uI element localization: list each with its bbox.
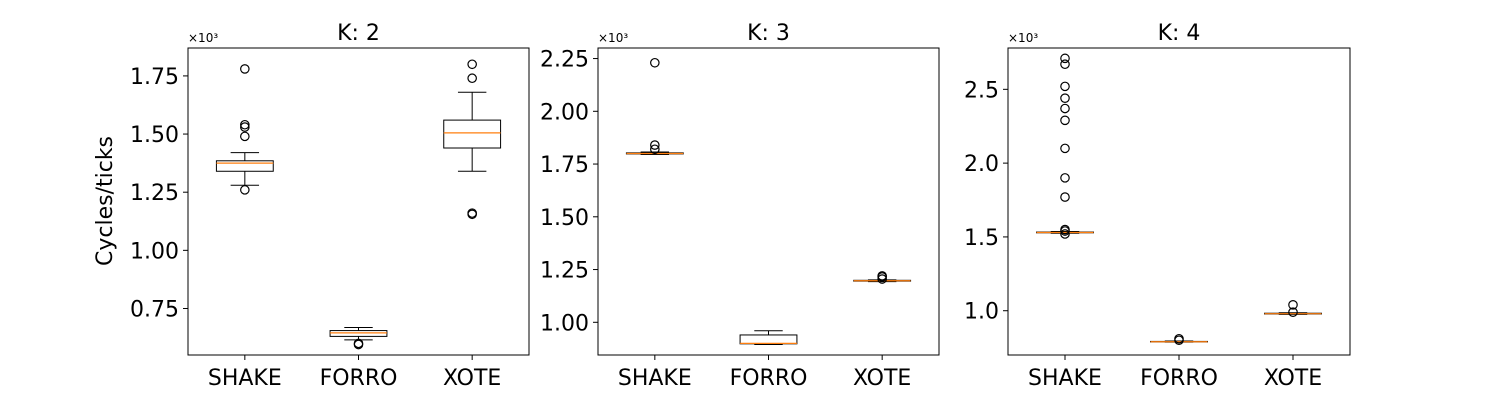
y-axis-multiplier: ×10³ [598, 31, 628, 45]
box-iqr [739, 334, 798, 345]
box-forro [739, 330, 798, 345]
outlier-point [650, 57, 660, 68]
outlier-point [1060, 229, 1070, 239]
y-tick-label: 1.25 [540, 259, 589, 284]
box-shake [1036, 53, 1094, 239]
outlier-point [240, 185, 250, 195]
axes-frame [1007, 47, 1351, 356]
x-tick-label: XOTE [1264, 366, 1322, 391]
subplot-title: K: 4 [1158, 21, 1201, 46]
outlier-point [1060, 143, 1070, 154]
outlier-point [467, 208, 477, 218]
outlier-point [1060, 93, 1070, 103]
outlier-point [1288, 307, 1298, 317]
y-tick-label: 2.00 [540, 100, 589, 125]
outlier-point [650, 144, 660, 155]
box-xote [443, 59, 502, 220]
axes-frame [187, 47, 530, 356]
outlier-point [1060, 53, 1070, 64]
outlier-point [240, 131, 250, 142]
outlier-point [877, 271, 887, 281]
subplot-3: 1.0 1.5 2.0 2.5 SHAKE FORRO XOTE K: 4 ×10³ [964, 21, 1351, 391]
y-tick-label: 2.25 [540, 48, 589, 73]
y-tick-label: 1.0 [964, 300, 999, 325]
y-tick-label: 1.50 [130, 123, 179, 148]
box-xote [853, 271, 912, 284]
outlier-point [650, 140, 660, 150]
outlier-point [1174, 333, 1184, 344]
outlier-point [1060, 192, 1070, 202]
y-tick-label: 1.50 [540, 206, 589, 231]
x-tick-label: FORRO [320, 366, 398, 391]
outlier-point [1060, 59, 1070, 70]
box-iqr [443, 119, 502, 149]
subplot-title: K: 3 [747, 21, 790, 46]
x-tick-label: FORRO [1140, 366, 1218, 391]
outlier-point [1060, 173, 1070, 183]
y-tick-label: 1.75 [130, 65, 179, 90]
x-tick-label: SHAKE [208, 366, 282, 391]
box-iqr [215, 160, 274, 172]
y-tick-label: 1.5 [964, 226, 999, 251]
box-shake [625, 57, 684, 156]
y-axis-multiplier: ×10³ [1008, 31, 1038, 45]
outlier-point [467, 73, 477, 84]
box-forro [1150, 333, 1208, 346]
box-shake [215, 64, 274, 195]
x-tick-label: SHAKE [618, 366, 692, 391]
outlier-point [467, 59, 477, 70]
outlier-point [240, 64, 250, 74]
x-tick-label: FORRO [730, 366, 808, 391]
x-tick-label: XOTE [853, 366, 911, 391]
subplot-title: K: 2 [337, 21, 380, 46]
subplot-2: 1.00 1.25 1.50 1.75 2.00 2.25 SHAKE FORRO XOTE K:… [540, 21, 940, 391]
box-forro [329, 327, 388, 350]
x-tick-label: SHAKE [1028, 366, 1102, 391]
y-tick-label: 0.75 [130, 297, 179, 322]
outlier-point [240, 122, 250, 132]
subplot-1: 0.75 1.00 1.25 1.50 1.75 SHAKE FORRO XOTE K: 2 ×1… [130, 21, 530, 391]
outlier-point [353, 338, 364, 349]
y-tick-label: 1.75 [540, 153, 589, 178]
y-axis-multiplier: ×10³ [188, 31, 218, 45]
outlier-point [1288, 300, 1298, 310]
y-tick-label: 1.00 [130, 239, 179, 264]
box-xote [1264, 300, 1322, 317]
y-axis-label: Cycles/ticks [93, 136, 118, 266]
y-tick-label: 2.0 [964, 152, 999, 177]
outlier-point [1060, 224, 1070, 235]
x-tick-label: XOTE [443, 366, 501, 391]
outlier-point [1060, 81, 1070, 92]
y-tick-label: 2.5 [964, 78, 999, 103]
outlier-point [240, 119, 250, 130]
y-tick-label: 1.00 [540, 311, 589, 336]
outlier-point [1060, 103, 1070, 114]
outlier-point [1060, 115, 1070, 126]
y-tick-label: 1.25 [130, 181, 179, 206]
axes-frame [597, 47, 940, 356]
